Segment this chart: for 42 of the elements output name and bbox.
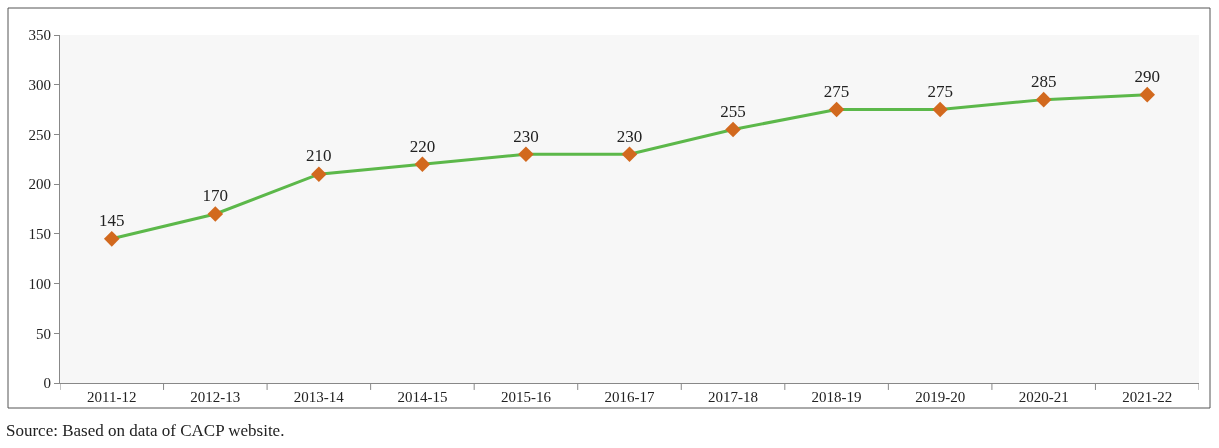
x-tick-label: 2015-16 [500,389,552,405]
y-tick-label: 0 [43,375,51,392]
data-label: 220 [409,136,436,156]
point [1139,86,1156,103]
y-tick-label: 300 [28,76,51,93]
y-tick-label: 250 [28,126,51,143]
x-tick-label: 2011-12 [87,389,137,405]
x-tick-label: 2012-13 [190,389,241,405]
x-tick-label: 2014-15 [397,389,448,405]
data-label: 210 [306,146,332,166]
x-tick-label: 2021-22 [1122,389,1173,405]
point [311,166,327,182]
data-label: 145 [99,211,125,231]
point [932,101,948,118]
y-tick-label: 200 [28,176,51,193]
data-label: 170 [202,186,229,206]
y-tick-label: 50 [36,325,51,342]
x-tick-label: 2018-19 [811,389,862,405]
data-label: 275 [927,81,953,101]
x-tick-label: 2019-20 [915,389,966,405]
data-label: 230 [616,126,643,146]
data-label: 275 [823,81,850,101]
data-label: 230 [513,126,539,146]
point [207,206,224,222]
x-tick-label: 2016-17 [604,389,655,405]
point [621,146,638,163]
data-label: 285 [1030,71,1057,91]
point [414,156,431,173]
point [725,121,741,138]
point [1035,91,1052,108]
data-label: 255 [720,101,746,121]
point [828,101,845,118]
point [103,231,120,247]
x-tick-label: 2013-14 [293,389,345,405]
y-tick-label: 350 [28,27,51,44]
x-tick-label: 2017-18 [708,389,759,405]
data-label: 290 [1134,66,1160,86]
x-tick-label: 2020-21 [1018,389,1069,405]
y-tick-label: 100 [28,275,51,292]
source-note: Source: Based on data of CACP website. [6,421,285,440]
y-tick-label: 150 [28,226,51,243]
point [518,146,534,163]
